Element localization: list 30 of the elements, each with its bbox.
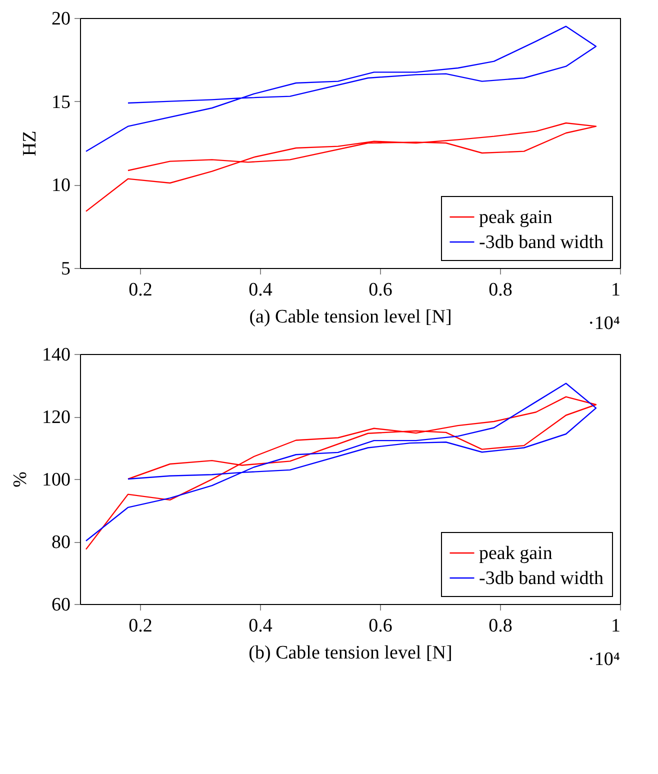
y-tick-label: 5 xyxy=(61,258,70,280)
text: ·10⁴ xyxy=(588,649,620,670)
x-axis-title: (a) Cable tension level [N] xyxy=(249,306,452,328)
x-tick-label: 0.2 xyxy=(128,280,152,300)
x-tick-label: 0.8 xyxy=(488,616,512,636)
x-tick-label: 0.4 xyxy=(248,616,273,636)
text: ·10⁴ xyxy=(588,313,620,334)
x-tick-label: 0.6 xyxy=(368,616,392,636)
y-tick-label: 15 xyxy=(52,92,70,113)
y-tick-label: 20 xyxy=(52,8,70,30)
x-tick-label: 0.4 xyxy=(248,280,273,300)
x-tick-label: 0.2 xyxy=(128,616,152,636)
y-axis-title: % xyxy=(10,471,31,488)
line-series xyxy=(85,26,597,152)
legend-label: -3db band width xyxy=(479,232,604,253)
legend-label: -3db band width xyxy=(479,568,604,589)
legend-label: peak gain xyxy=(479,543,553,564)
x-tick-label: 1 xyxy=(611,616,620,636)
y-tick-label: 120 xyxy=(42,407,70,428)
x-tick-label: 0.8 xyxy=(488,280,512,300)
x-tick-label: 0.6 xyxy=(368,280,392,300)
legend-label: peak gain xyxy=(479,207,553,228)
y-tick-label: 60 xyxy=(52,594,70,616)
x-axis-title: (b) Cable tension level [N] xyxy=(248,642,452,664)
y-tick-label: 10 xyxy=(52,175,70,196)
y-tick-label: 100 xyxy=(42,470,70,490)
y-tick-label: 80 xyxy=(52,532,70,553)
x-tick-label: 1 xyxy=(611,280,620,300)
y-axis-title: HZ xyxy=(20,130,40,156)
y-tick-label: 140 xyxy=(42,344,70,366)
